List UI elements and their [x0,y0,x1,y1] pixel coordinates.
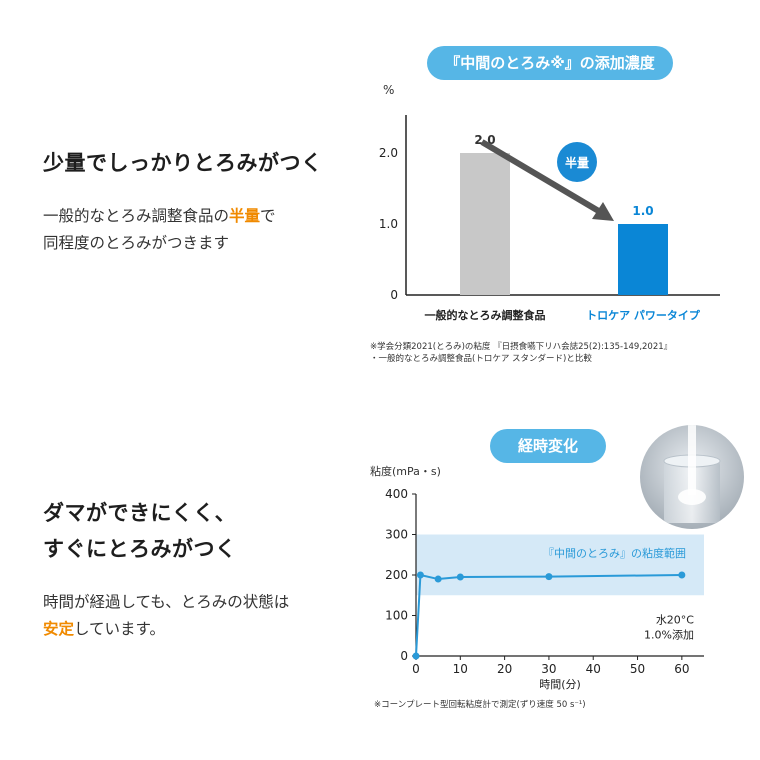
section2-heading-line1: ダマができにくく、 [43,501,237,525]
chart1-bar-value-label: 1.0 [632,204,653,218]
chart2-x-tick-label: 50 [630,662,645,676]
chart1-note-1: ※学会分類2021(とろみ)の粘度 『日摂食嚥下リハ会誌25(2):135-14… [370,342,673,352]
section1-body-pre: 一般的なとろみ調整食品の [43,207,230,225]
chart1-y-tick-label: 2.0 [379,146,398,160]
chart2-y-tick-label: 200 [385,568,408,582]
viscosity-time-chart: 粘度(mPa・s) 『中間のとろみ』の粘度範囲 0 100 200 300 400 0 1… [370,464,704,691]
chart1-title-pill: 『中間のとろみ※』の添加濃度 [427,46,673,80]
chart2-x-tick-label: 30 [541,662,556,676]
chart2-x-label: 時間(分) [539,678,581,691]
chart2-x-tick-label: 40 [586,662,601,676]
chart2-data-point [434,575,442,583]
chart2-y-label: 粘度(mPa・s) [370,464,441,478]
reduction-arrowhead [592,202,614,221]
section1-body-line2: 同程度のとろみがつきます [43,234,230,252]
chart2-y-tick-label: 400 [385,487,408,501]
chart2-x-tick-label: 20 [497,662,512,676]
medium-thickness-range-band [416,534,704,596]
chart2-data-point [678,571,686,579]
viscosity-series-line [415,573,682,657]
section2-body-post: しています。 [74,620,166,638]
chart2-title-pill: 経時変化 [490,429,606,463]
reduction-arrow [480,139,604,216]
chart1-y-unit: % [383,83,394,97]
condition-temperature: 水20°C [656,614,694,627]
chart1-bar [618,224,668,295]
chart2-y-tick-label: 0 [400,649,408,663]
section2-body-line1: 時間が経過しても、とろみの状態は [43,593,290,611]
chart1-category-label: 一般的なとろみ調整食品 [425,308,546,322]
section1-heading: 少量でしっかりとろみがつく [43,151,323,175]
section1-body-highlight: 半量 [229,207,261,225]
chart2-y-tick-label: 300 [385,528,408,542]
chart1-notes: ※学会分類2021(とろみ)の粘度 『日摂食嚥下リハ会誌25(2):135-14… [370,341,672,365]
thickener-glass-photo [640,425,744,529]
condition-concentration: 1.0%添加 [644,628,694,642]
chart1-bar [460,153,510,295]
half-amount-badge-label: 半量 [565,155,589,170]
chart2-y-tick-label: 100 [385,609,408,623]
section2-body: 時間が経過しても、とろみの状態は 安定しています。 [43,589,289,643]
section2-body-highlight: 安定 [43,620,75,638]
chart2-x-tick-label: 10 [453,662,468,676]
chart2-data-point [412,652,420,660]
chart1-y-tick-label: 1.0 [379,217,398,231]
section1-body-post: で [260,207,276,225]
chart1-y-tick-label: 0 [390,288,398,302]
glass-illustration [640,425,744,529]
half-amount-badge [557,142,597,182]
section2-heading: ダマができにくく、 すぐにとろみがつく [43,495,237,567]
section1-body: 一般的なとろみ調整食品の半量で 同程度のとろみがつきます [43,203,276,257]
chart2-x-tick-label: 60 [674,662,689,676]
chart2-data-point [416,571,424,579]
chart2-x-tick-label: 0 [412,662,420,676]
range-band-label: 『中間のとろみ』の粘度範囲 [543,546,686,560]
chart1-note-2: ・一般的なとろみ調整食品(トロケア スタンダード)と比較 [370,354,592,364]
chart2-note: ※コーンプレート型回転粘度計で測定(ずり速度 50 s⁻¹) [374,700,586,710]
chart1-category-label: トロケア パワータイプ [586,308,701,322]
chart2-data-point [545,573,553,581]
chart2-data-point [456,573,464,581]
section2-heading-line2: すぐにとろみがつく [43,537,237,561]
